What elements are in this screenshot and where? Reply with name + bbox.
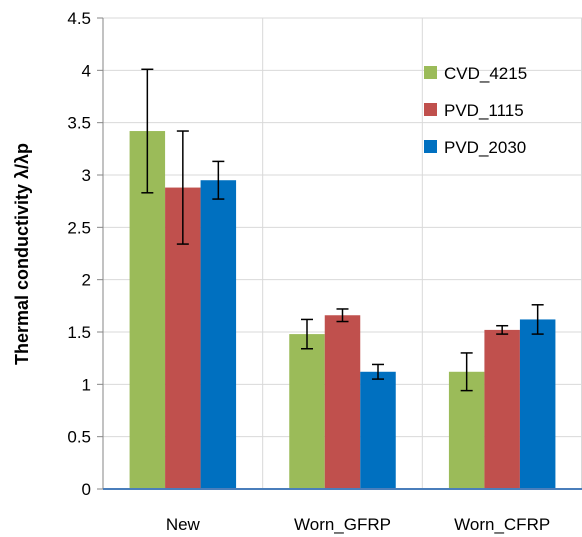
y-tick-label: 1.5 — [67, 323, 91, 342]
bar-cvd-4215 — [289, 334, 325, 489]
y-tick-label: 3.5 — [67, 114, 91, 133]
bar-pvd-2030 — [200, 180, 237, 489]
error-bars — [141, 68, 544, 392]
x-category-label: Worn_CFRP — [454, 515, 550, 534]
y-tick-label: 4.5 — [67, 9, 91, 28]
y-tick-label: 0.5 — [67, 428, 91, 447]
y-tick-labels: 0 0.5 1 1.5 2 2.5 3 3.5 4 4.5 — [67, 9, 91, 499]
y-tick-label: 0 — [82, 480, 91, 499]
y-tick-label: 2 — [82, 271, 91, 290]
y-tick-label: 3 — [82, 166, 91, 185]
legend-entry-label: PVD_2030 — [444, 138, 526, 157]
legend-entry-label: PVD_1115 — [444, 101, 524, 120]
y-tick-label: 1 — [82, 375, 91, 394]
legend-swatch — [424, 66, 437, 79]
bar-pvd-1115 — [484, 329, 520, 489]
x-category-label: New — [166, 515, 201, 534]
legend-swatch — [424, 103, 437, 116]
legend-swatch — [424, 140, 437, 153]
y-tick-label: 2.5 — [67, 218, 91, 237]
bar-pvd-2030 — [519, 319, 556, 489]
y-axis-label: Thermal conductivity λ/λp — [12, 143, 32, 365]
bars — [129, 131, 556, 490]
legend: CVD_4215 PVD_1115 PVD_2030 — [424, 64, 527, 157]
y-tick-label: 4 — [82, 61, 91, 80]
x-category-labels: New Worn_GFRP Worn_CFRP — [166, 515, 550, 534]
bar-pvd-2030 — [360, 371, 396, 489]
x-category-label: Worn_GFRP — [294, 515, 391, 534]
axes — [97, 17, 582, 490]
legend-entry-label: CVD_4215 — [444, 64, 527, 83]
bar-pvd-1115 — [324, 315, 361, 489]
